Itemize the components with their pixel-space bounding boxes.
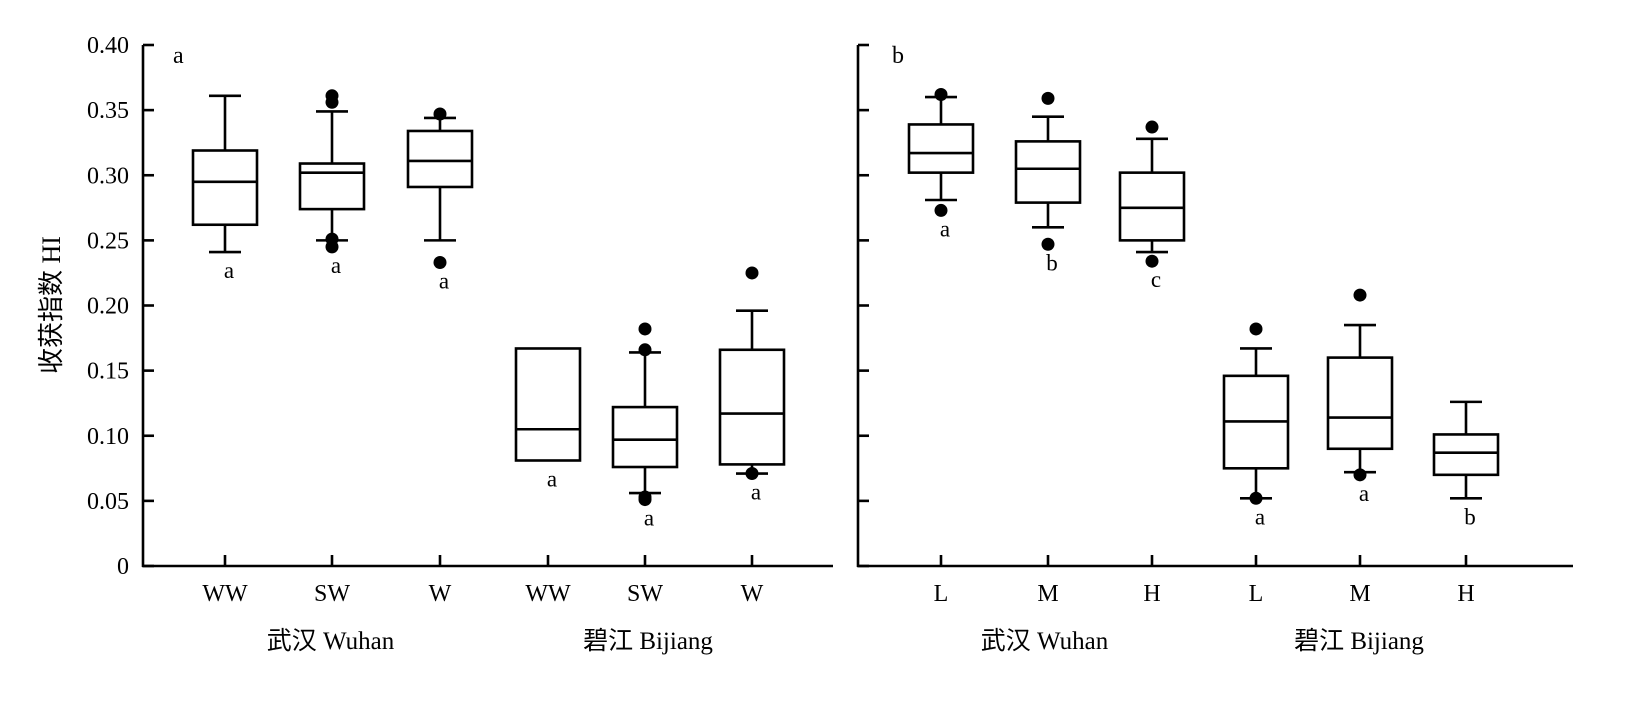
significance-letter: b (1464, 504, 1476, 529)
box-ww: WW a (514, 347, 582, 607)
x-tick-label: M (1349, 581, 1370, 607)
y-tick-label: 0.25 (87, 228, 129, 254)
significance-letter: a (439, 269, 449, 294)
significance-letter: b (1046, 250, 1058, 275)
box-sw: SW a (611, 322, 679, 607)
box-h: Hb (1432, 400, 1500, 607)
iqr-box (1118, 171, 1186, 242)
iqr-box (718, 348, 786, 466)
x-tick-label: L (934, 581, 949, 607)
x-tick-label: SW (314, 581, 350, 607)
x-tick-label: L (1249, 581, 1264, 607)
outlier-point (1249, 491, 1263, 505)
significance-letter: a (1255, 504, 1265, 529)
iqr-box (1326, 356, 1394, 451)
box-m: Ma (1326, 288, 1394, 607)
iqr-box (298, 162, 366, 211)
outlier-point (1353, 468, 1367, 482)
box-ww: WW a (191, 94, 259, 607)
significance-letter: a (644, 506, 654, 531)
y-tick-label: 0.15 (87, 359, 129, 385)
panel-label: a (173, 43, 184, 69)
x-tick-label: SW (627, 581, 663, 607)
x-tick-label: WW (202, 581, 248, 607)
outlier-point (745, 266, 759, 280)
iqr-box (406, 129, 474, 189)
significance-letter: a (751, 480, 761, 505)
box-l: La (907, 87, 975, 607)
y-tick-label: 0.40 (87, 33, 129, 59)
y-tick-label: 0 (117, 554, 129, 580)
outlier-point (433, 107, 447, 121)
y-axis-title: 收获指数 HI (37, 236, 66, 374)
group-label: 武汉 Wuhan (981, 627, 1109, 655)
significance-letter: a (331, 253, 341, 278)
y-tick-label: 0.30 (87, 163, 129, 189)
outlier-point (934, 203, 948, 217)
box-h: Hc (1118, 120, 1186, 607)
y-tick-label: 0.05 (87, 489, 129, 515)
significance-letter: a (1359, 481, 1369, 506)
y-tick-label: 0.10 (87, 424, 129, 450)
box-l: La (1222, 322, 1290, 607)
panel-a: 00.050.100.150.200.250.300.350.40 aWWaSWa… (87, 33, 833, 655)
outlier-point (638, 493, 652, 507)
group-label: 碧江 Bijiang (1294, 627, 1424, 655)
iqr-box (907, 123, 975, 174)
x-tick-label: W (429, 581, 452, 607)
significance-letter: c (1151, 267, 1161, 292)
box-w: Wa (406, 107, 474, 607)
box-sw: SW a (298, 89, 366, 607)
outlier-point (325, 240, 339, 254)
outlier-point (1353, 288, 1367, 302)
outlier-point (745, 467, 759, 481)
group-label: 碧江 Bijiang (583, 627, 713, 655)
panel-label: b (892, 43, 904, 69)
box-w: Wa (718, 266, 786, 607)
outlier-point (433, 256, 447, 270)
x-tick-label: W (741, 581, 764, 607)
iqr-box (1432, 433, 1500, 477)
group-label: 武汉 Wuhan (267, 627, 395, 655)
x-tick-label: H (1457, 581, 1474, 607)
outlier-point (1041, 237, 1055, 251)
outlier-point (325, 95, 339, 109)
outlier-point (1249, 322, 1263, 336)
significance-letter: a (940, 216, 950, 241)
iqr-box (611, 405, 679, 469)
outlier-point (638, 322, 652, 336)
outlier-point (1145, 254, 1159, 268)
outlier-point (1145, 120, 1159, 134)
y-tick-label: 0.35 (87, 98, 129, 124)
x-tick-label: WW (525, 581, 571, 607)
iqr-box (514, 347, 582, 462)
outlier-point (1041, 91, 1055, 105)
y-tick-label: 0.20 (87, 294, 129, 320)
outlier-point (934, 87, 948, 101)
x-tick-label: H (1143, 581, 1160, 607)
iqr-box (191, 149, 259, 227)
significance-letter: a (547, 466, 557, 491)
significance-letter: a (224, 258, 234, 283)
outlier-point (638, 343, 652, 357)
iqr-box (1014, 140, 1082, 204)
box-m: Mb (1014, 91, 1082, 607)
x-tick-label: M (1037, 581, 1058, 607)
